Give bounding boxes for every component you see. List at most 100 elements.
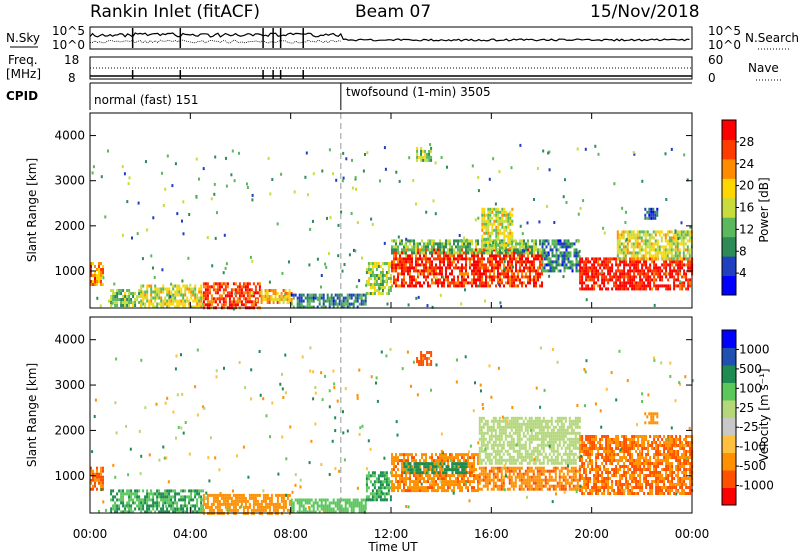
power-echo-cell xyxy=(483,217,485,220)
power-echo-cell xyxy=(459,248,461,251)
power-echo-cell xyxy=(393,245,395,248)
velocity-echo-cell xyxy=(100,467,102,470)
velocity-echo-cell xyxy=(243,497,245,500)
velocity-echo-cell xyxy=(513,444,515,447)
velocity-echo-cell xyxy=(359,502,361,505)
power-echo-cell xyxy=(263,295,265,298)
velocity-echo-cell xyxy=(229,509,231,512)
power-echo-cell xyxy=(566,248,568,251)
power-echo-cell xyxy=(431,266,433,269)
power-echo-cell xyxy=(401,272,403,275)
velocity-echo-cell xyxy=(239,494,241,497)
velocity-echo-cell xyxy=(368,498,370,501)
velocity-echo-cell xyxy=(501,450,503,453)
power-echo-cell xyxy=(403,275,405,278)
power-echo-cell xyxy=(477,254,479,257)
velocity-echo-cell xyxy=(168,489,170,492)
power-echo-cell xyxy=(683,233,685,236)
power-echo-cell xyxy=(382,292,384,295)
power-echo-cell xyxy=(435,263,437,266)
power-echo-cell xyxy=(445,251,447,254)
power-echo-cell xyxy=(481,266,483,269)
velocity-echo-cell xyxy=(419,459,421,462)
power-echo-cell xyxy=(431,248,433,251)
power-echo-cell xyxy=(174,300,176,303)
velocity-echo-cell xyxy=(337,502,339,505)
power-echo-cell xyxy=(623,266,625,269)
power-echo-cell xyxy=(650,214,652,217)
power-echo-cell xyxy=(417,248,419,251)
power-noise-cell xyxy=(548,253,550,256)
power-echo-cell xyxy=(487,257,489,260)
velocity-echo-cell xyxy=(251,497,253,500)
power-echo-cell xyxy=(685,230,687,233)
power-echo-cell xyxy=(513,278,515,281)
power-echo-cell xyxy=(568,245,570,248)
power-echo-cell xyxy=(487,208,489,211)
velocity-echo-cell xyxy=(469,474,471,477)
velocity-echo-cell xyxy=(452,465,454,468)
velocity-echo-cell xyxy=(453,480,455,483)
velocity-echo-cell xyxy=(509,459,511,462)
power-echo-cell xyxy=(617,233,619,236)
power-echo-cell xyxy=(285,298,287,301)
power-echo-cell xyxy=(455,251,457,254)
velocity-echo-cell xyxy=(537,453,539,456)
power-echo-cell xyxy=(560,254,562,257)
power-echo-cell xyxy=(100,280,102,283)
power-echo-cell xyxy=(405,266,407,269)
velocity-echo-cell xyxy=(419,474,421,477)
power-echo-cell xyxy=(409,275,411,278)
velocity-echo-cell xyxy=(194,504,196,507)
power-echo-cell xyxy=(669,266,671,269)
velocity-echo-cell xyxy=(427,486,429,489)
power-noise-cell xyxy=(189,284,191,287)
power-echo-cell xyxy=(321,294,323,297)
velocity-echo-cell xyxy=(128,489,130,492)
velocity-echo-cell xyxy=(253,500,255,503)
velocity-echo-cell xyxy=(479,459,481,462)
power-echo-cell xyxy=(329,303,331,306)
power-echo-cell xyxy=(184,300,186,303)
power-echo-cell xyxy=(687,248,689,251)
power-echo-cell xyxy=(499,220,501,223)
velocity-echo-cell xyxy=(463,456,465,459)
power-echo-cell xyxy=(162,303,164,306)
power-echo-cell xyxy=(380,283,382,286)
power-echo-cell xyxy=(211,294,213,297)
velocity-echo-cell xyxy=(361,508,363,511)
velocity-echo-cell xyxy=(545,432,547,435)
power-echo-cell xyxy=(132,295,134,298)
power-echo-cell xyxy=(501,217,503,220)
nsearch-tick-bottom: 10^0 xyxy=(708,38,741,52)
power-echo-cell xyxy=(203,300,205,303)
power-echo-cell xyxy=(615,269,617,272)
velocity-echo-cell xyxy=(427,480,429,483)
power-echo-cell xyxy=(439,266,441,269)
power-echo-cell xyxy=(445,242,447,245)
velocity-echo-cell xyxy=(529,447,531,450)
power-echo-cell xyxy=(529,281,531,284)
power-echo-cell xyxy=(673,236,675,239)
velocity-echo-cell xyxy=(154,501,156,504)
velocity-echo-cell xyxy=(555,420,557,423)
velocity-echo-cell xyxy=(551,417,553,420)
power-echo-cell xyxy=(455,245,457,248)
power-echo-cell xyxy=(625,263,627,266)
power-echo-cell xyxy=(517,269,519,272)
power-echo-cell xyxy=(519,239,521,242)
power-echo-cell xyxy=(422,150,424,153)
power-echo-cell xyxy=(593,275,595,278)
velocity-echo-cell xyxy=(269,503,271,506)
velocity-echo-cell xyxy=(571,432,573,435)
velocity-echo-cell xyxy=(297,499,299,502)
power-echo-cell xyxy=(689,266,691,269)
power-echo-cell xyxy=(94,277,96,280)
velocity-echo-cell xyxy=(120,489,122,492)
power-echo-cell xyxy=(542,239,544,242)
velocity-echo-cell xyxy=(194,489,196,492)
power-echo-cell xyxy=(651,287,653,290)
velocity-echo-cell xyxy=(497,423,499,426)
power-echo-cell xyxy=(641,278,643,281)
power-echo-cell xyxy=(519,254,521,257)
